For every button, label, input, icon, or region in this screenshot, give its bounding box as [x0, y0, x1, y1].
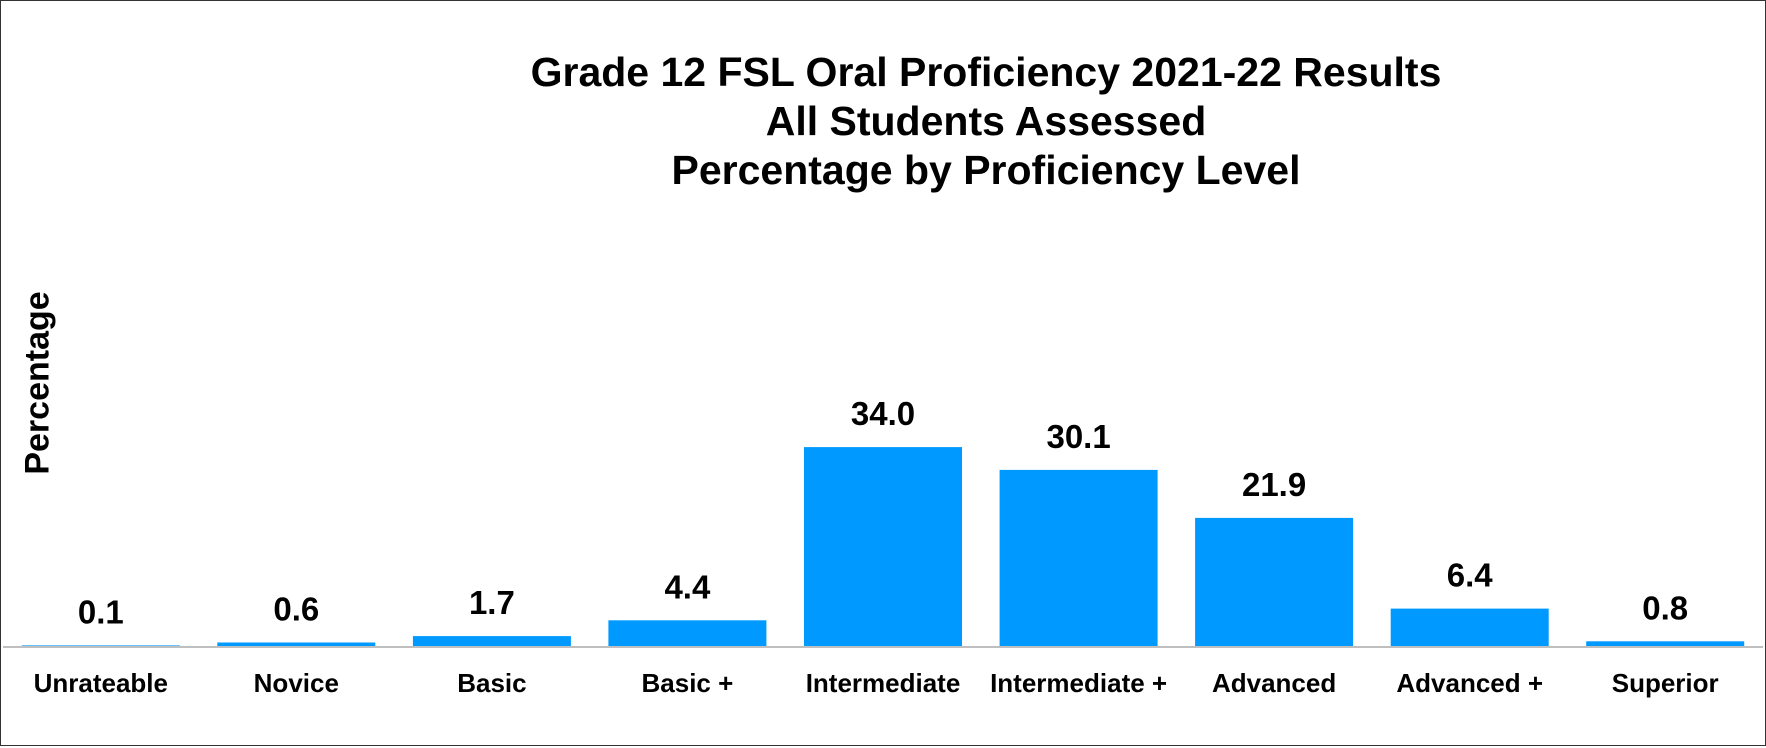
data-label: 1.7 — [469, 584, 515, 621]
bar-advanced — [1195, 517, 1354, 646]
chart-title: Grade 12 FSL Oral Proficiency 2021-22 Re… — [530, 49, 1442, 95]
data-label: 6.4 — [1447, 557, 1494, 594]
bar-advanced — [1390, 608, 1549, 646]
data-label: 4.4 — [664, 568, 711, 605]
data-label: 0.8 — [1642, 589, 1688, 626]
bar-basic — [608, 620, 767, 646]
x-tick-label: Superior — [1612, 668, 1719, 698]
x-tick-label: Intermediate + — [990, 668, 1167, 698]
x-tick-label: Advanced — [1212, 668, 1336, 698]
x-tick-label: Unrateable — [34, 668, 168, 698]
chart-subtitle-line-2: Percentage by Proficiency Level — [671, 147, 1301, 193]
chart-title-block: Grade 12 FSL Oral Proficiency 2021-22 Re… — [441, 48, 1531, 195]
data-label: 0.6 — [273, 591, 319, 628]
bar-unrateable — [21, 645, 180, 646]
bar-superior — [1586, 641, 1745, 646]
chart-subtitle-line-1: All Students Assessed — [765, 98, 1207, 144]
value-labels-group: 0.1 0.6 1.7 4.4 34.0 30.1 21.9 6.4 0.8 — [78, 395, 1688, 630]
bars-group — [21, 447, 1745, 646]
data-label: 30.1 — [1046, 418, 1110, 455]
bar-intermediate — [999, 469, 1158, 646]
x-tick-label: Novice — [254, 668, 339, 698]
data-label: 0.1 — [78, 593, 124, 630]
category-labels-group: Unrateable Novice Basic Basic + Intermediate… — [34, 668, 1719, 698]
data-label: 21.9 — [1242, 466, 1306, 503]
x-tick-label: Intermediate — [806, 668, 961, 698]
x-tick-label: Advanced + — [1396, 668, 1543, 698]
data-label: 34.0 — [851, 395, 915, 432]
bar-novice — [217, 642, 376, 646]
bar-basic — [412, 636, 571, 646]
x-tick-label: Basic + — [642, 668, 734, 698]
x-tick-label: Basic — [457, 668, 526, 698]
bar-intermediate — [804, 447, 962, 646]
